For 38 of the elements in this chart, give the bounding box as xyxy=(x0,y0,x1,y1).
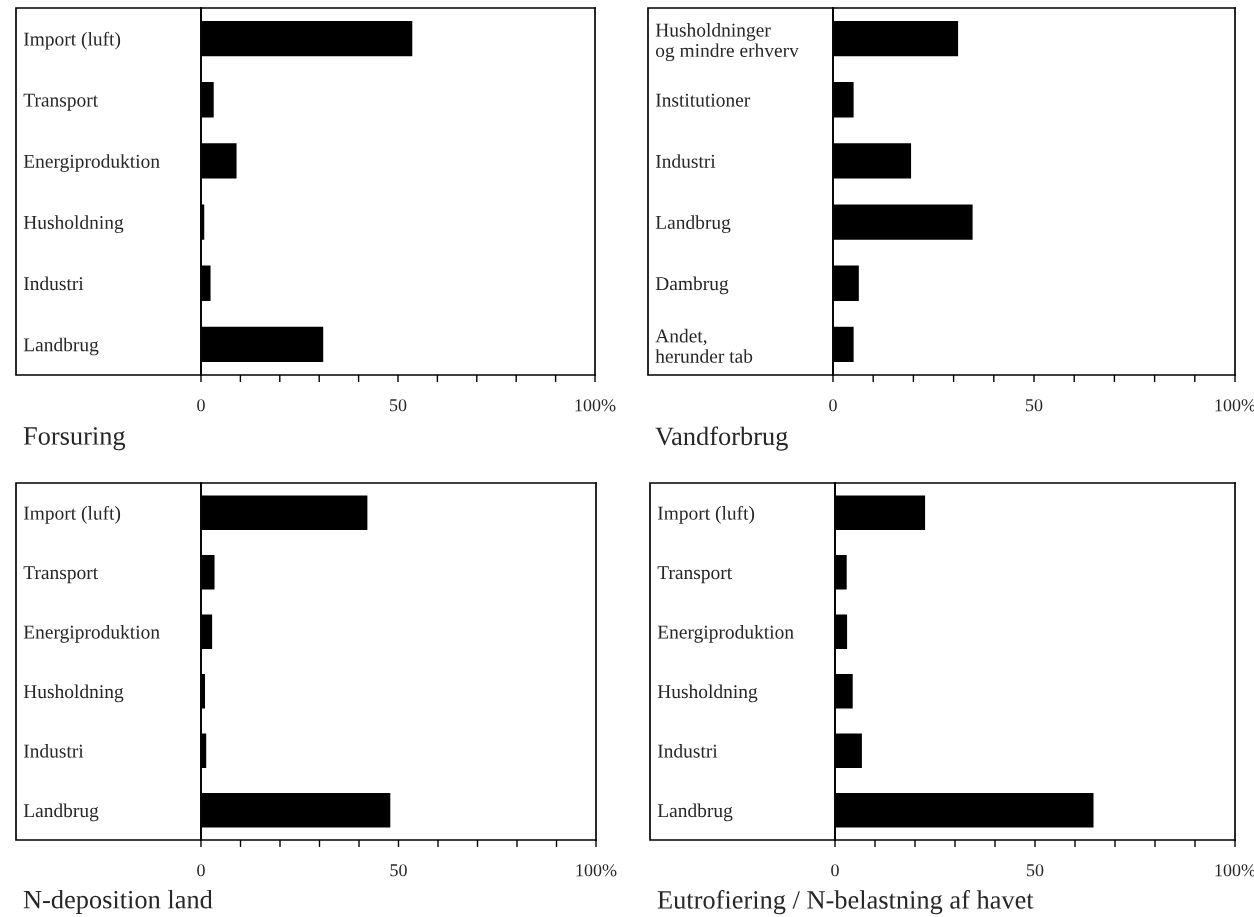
y-tick-label: Transport xyxy=(23,93,99,111)
text: Eutrofiering / N-belastning af havet xyxy=(657,889,1034,915)
y-tick-label: Andet, herunder tab xyxy=(655,328,753,363)
y-tick-label: Husholdning xyxy=(657,684,758,703)
x-tick-label: 0 xyxy=(831,864,839,877)
text: Forsuring xyxy=(23,427,126,451)
x-tick-label: 0 xyxy=(197,399,205,412)
y-tick-label: Landbrug xyxy=(23,803,99,822)
y-tick-label: Industri xyxy=(655,154,716,168)
y-tick-label: Landbrug xyxy=(657,803,733,822)
x-tick-label: 50 xyxy=(390,399,407,412)
y-tick-label: Import (luft) xyxy=(657,505,755,524)
y-tick-label: Husholdninger og mindre erhverv xyxy=(655,22,799,62)
x-tick-label: 100% xyxy=(575,399,616,412)
text: N-deposition land xyxy=(23,889,213,914)
y-tick-label: Institutioner xyxy=(655,93,751,107)
y-tick-label: Industri xyxy=(657,744,718,758)
x-tick-label: 0 xyxy=(829,399,837,412)
y-tick-label: Energiproduktion xyxy=(657,625,794,643)
x-tick-label: 0 xyxy=(197,864,205,877)
y-tick-label: Landbrug xyxy=(655,215,731,234)
y-tick-label: Transport xyxy=(23,566,99,584)
x-tick-label: 50 xyxy=(1027,864,1044,877)
y-tick-label: Industri xyxy=(23,744,84,758)
y-tick-label: Husholdning xyxy=(23,684,124,703)
y-tick-label: Energiproduktion xyxy=(23,625,160,643)
x-tick-label: 100% xyxy=(576,864,617,877)
x-tick-label: 50 xyxy=(1026,399,1043,412)
y-tick-label: Landbrug xyxy=(23,337,99,356)
y-tick-label: Transport xyxy=(657,566,733,584)
x-tick-label: 50 xyxy=(390,864,407,877)
y-tick-label: Husholdning xyxy=(23,215,124,234)
y-tick-label: Energiproduktion xyxy=(23,154,160,172)
y-tick-label: Industri xyxy=(23,276,84,291)
y-tick-label: Dambrug xyxy=(655,276,729,295)
y-tick-label: Import (luft) xyxy=(23,31,121,50)
text: Vandforbrug xyxy=(655,426,788,451)
y-tick-label: Import (luft) xyxy=(23,505,121,524)
